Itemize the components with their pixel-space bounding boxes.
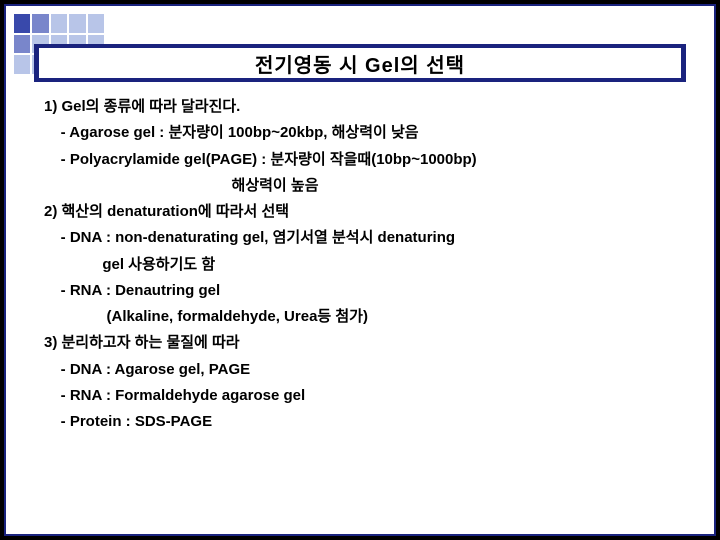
body-line: - RNA : Formaldehyde agarose gel — [44, 383, 676, 409]
body-line: - DNA : Agarose gel, PAGE — [44, 357, 676, 383]
body-line: (Alkaline, formaldehyde, Urea등 첨가) — [44, 304, 676, 330]
body-line: 1) Gel의 종류에 따라 달라진다. — [44, 94, 676, 120]
slide-body: 1) Gel의 종류에 따라 달라진다. - Agarose gel : 분자량… — [44, 94, 676, 435]
body-line: 해상력이 높음 — [44, 173, 676, 199]
body-line: - RNA : Denautring gel — [44, 278, 676, 304]
body-line: - Agarose gel : 분자량이 100bp~20kbp, 해상력이 낮… — [44, 120, 676, 146]
body-line: - Polyacrylamide gel(PAGE) : 분자량이 작을때(10… — [44, 147, 676, 173]
body-line: gel 사용하기도 함 — [44, 252, 676, 278]
title-bar: 전기영동 시 Gel의 선택 — [34, 44, 686, 82]
slide-frame: 전기영동 시 Gel의 선택 1) Gel의 종류에 따라 달라진다. - Ag… — [4, 4, 716, 536]
body-line: - Protein : SDS-PAGE — [44, 409, 676, 435]
body-line: - DNA : non-denaturating gel, 염기서열 분석시 d… — [44, 225, 676, 251]
body-line: 3) 분리하고자 하는 물질에 따라 — [44, 330, 676, 356]
body-line: 2) 핵산의 denaturation에 따라서 선택 — [44, 199, 676, 225]
slide-title: 전기영동 시 Gel의 선택 — [39, 48, 681, 78]
